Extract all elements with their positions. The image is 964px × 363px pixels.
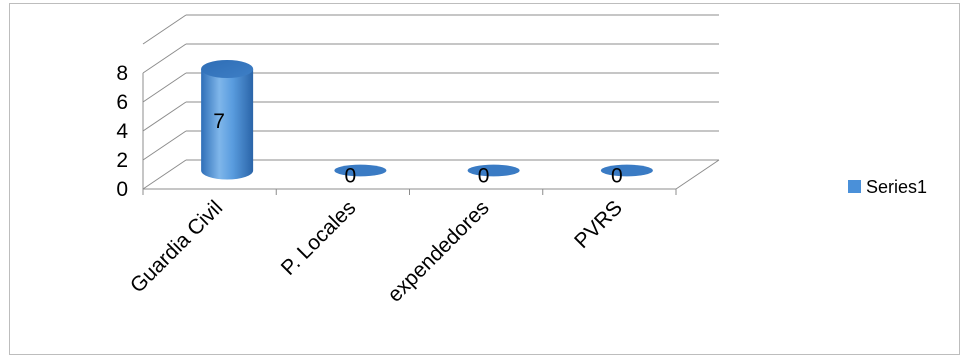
side-gridline [143, 102, 186, 131]
category-label: Guardia Civil [126, 196, 227, 297]
y-tick-label: 4 [116, 120, 128, 143]
bar-zero-disc [334, 165, 386, 177]
bar-top [201, 60, 253, 78]
side-gridline [143, 15, 186, 44]
floor-edge [676, 160, 719, 189]
y-tick-label: 0 [116, 178, 128, 201]
bar-zero-disc [468, 165, 520, 177]
side-gridline [143, 131, 186, 160]
bars-group [201, 60, 653, 180]
bar-zero-disc [601, 165, 653, 177]
legend: Series1 [848, 177, 927, 197]
legend-series-label: Series1 [866, 177, 927, 197]
bar-cylinder [201, 69, 253, 180]
x-axis-categories: Guardia Civil P. Locales expendedores PVRS [126, 196, 627, 306]
category-label: P. Locales [277, 196, 361, 280]
data-label: 0 [611, 165, 623, 188]
data-label: 7 [213, 110, 225, 133]
y-tick-label: 6 [116, 91, 128, 114]
y-tick-label: 8 [116, 62, 128, 85]
y-tick-label: 2 [116, 149, 128, 172]
data-label: 0 [478, 165, 490, 188]
side-gridline [143, 160, 186, 189]
category-label: expendedores [383, 196, 493, 306]
data-label: 0 [345, 165, 357, 188]
side-gridline [143, 44, 186, 73]
side-gridline [143, 73, 186, 102]
y-axis-ticks: 0 2 4 6 8 [116, 62, 128, 201]
data-labels: 7 0 0 0 [213, 110, 622, 188]
category-label: PVRS [570, 196, 627, 253]
legend-swatch [848, 180, 861, 193]
